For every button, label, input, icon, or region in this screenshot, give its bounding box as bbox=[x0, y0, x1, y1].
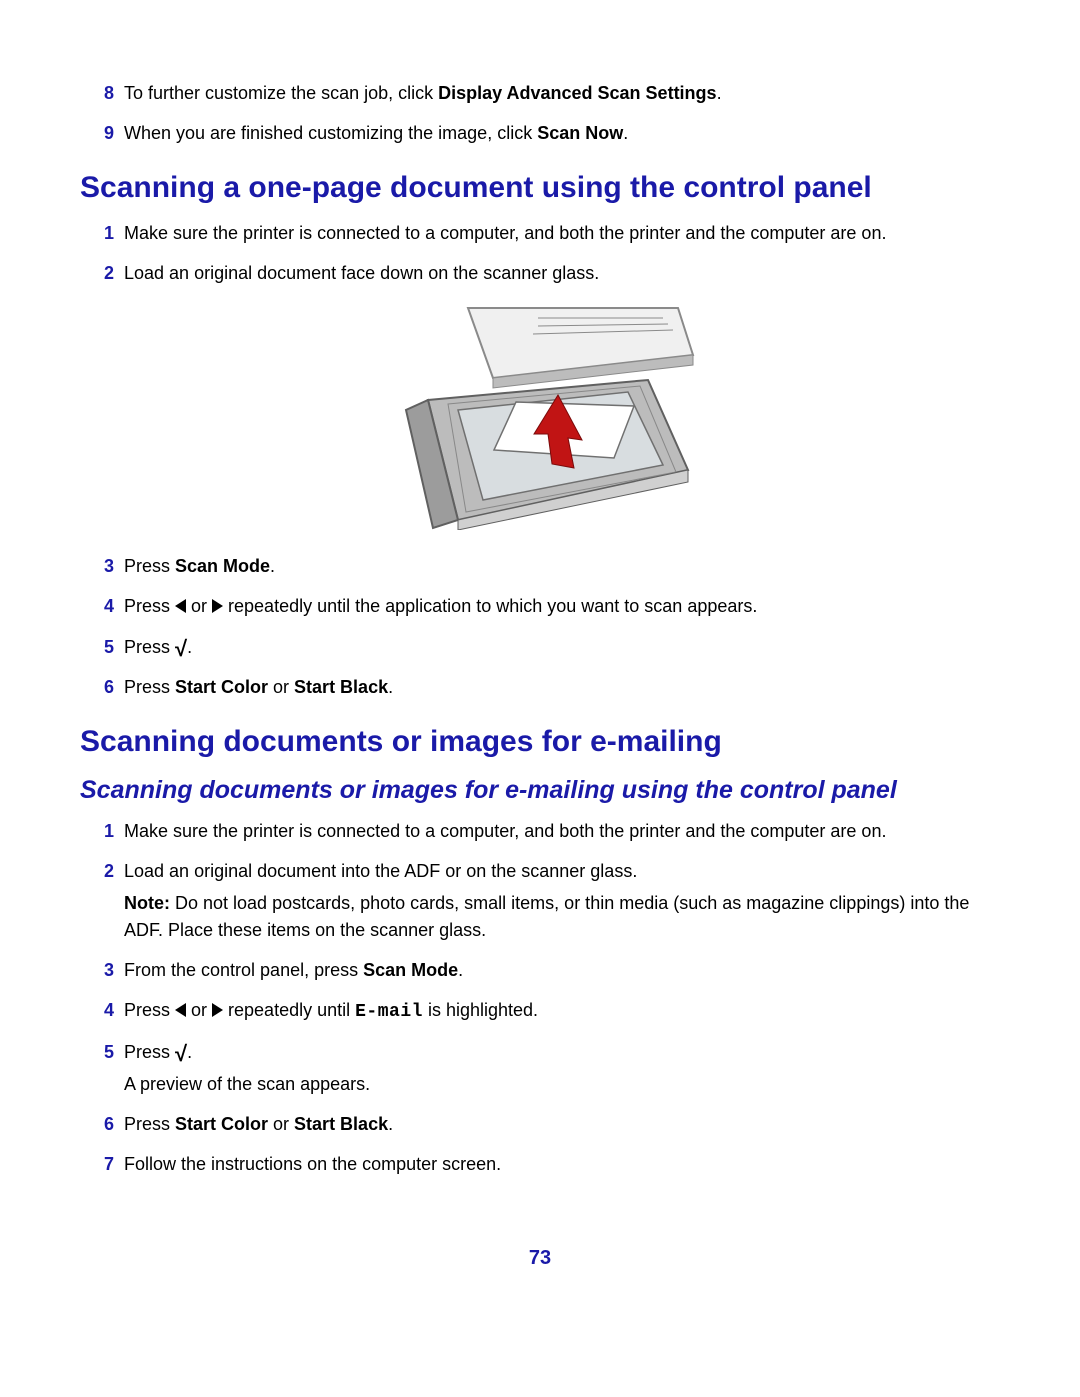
step-followup: A preview of the scan appears. bbox=[124, 1071, 1000, 1097]
right-arrow-icon bbox=[212, 599, 223, 613]
step-text: . bbox=[187, 637, 192, 657]
step-body: Make sure the printer is connected to a … bbox=[124, 818, 1000, 844]
step-number: 9 bbox=[96, 120, 124, 146]
step-row: 1 Make sure the printer is connected to … bbox=[96, 818, 1000, 844]
step-body: Press Scan Mode. bbox=[124, 553, 1000, 579]
bold-text: Start Black bbox=[294, 1114, 388, 1134]
step-row: 3 From the control panel, press Scan Mod… bbox=[96, 957, 1000, 983]
step-body: When you are finished customizing the im… bbox=[124, 120, 1000, 146]
step-text: repeatedly until bbox=[223, 1000, 355, 1020]
section-heading: Scanning documents or images for e-maili… bbox=[80, 724, 1000, 760]
left-arrow-icon bbox=[175, 599, 186, 613]
section1-steps: 1 Make sure the printer is connected to … bbox=[80, 220, 1000, 700]
step-text: . bbox=[388, 1114, 393, 1134]
section-subheading: Scanning documents or images for e-maili… bbox=[80, 774, 1000, 807]
section-heading: Scanning a one-page document using the c… bbox=[80, 170, 1000, 206]
step-body: Press or repeatedly until the applicatio… bbox=[124, 593, 1000, 619]
right-arrow-icon bbox=[212, 1003, 223, 1017]
step-text: Press bbox=[124, 637, 175, 657]
step-text: Press bbox=[124, 596, 175, 616]
step-text: Press bbox=[124, 1114, 175, 1134]
step-number: 6 bbox=[96, 1111, 124, 1137]
step-text: or bbox=[186, 596, 212, 616]
step-text: To further customize the scan job, click bbox=[124, 83, 438, 103]
step-row: 6 Press Start Color or Start Black. bbox=[96, 674, 1000, 700]
step-body: Press Start Color or Start Black. bbox=[124, 674, 1000, 700]
step-text: When you are finished customizing the im… bbox=[124, 123, 537, 143]
step-number: 2 bbox=[96, 858, 124, 942]
step-row: 8 To further customize the scan job, cli… bbox=[96, 80, 1000, 106]
step-text: . bbox=[270, 556, 275, 576]
note-paragraph: Note: Do not load postcards, photo cards… bbox=[124, 890, 1000, 942]
step-row: 2 Load an original document face down on… bbox=[96, 260, 1000, 286]
step-text: . bbox=[187, 1042, 192, 1062]
step-text: From the control panel, press bbox=[124, 960, 363, 980]
step-body: Press √. bbox=[124, 634, 1000, 660]
step-text: is highlighted. bbox=[423, 1000, 538, 1020]
step-text: Press bbox=[124, 1042, 175, 1062]
step-number: 7 bbox=[96, 1151, 124, 1177]
step-text: Load an original document into the ADF o… bbox=[124, 861, 637, 881]
step-row: 4 Press or repeatedly until E-mail is hi… bbox=[96, 997, 1000, 1025]
bold-text: Start Black bbox=[294, 677, 388, 697]
bold-text: Scan Now bbox=[537, 123, 623, 143]
step-body: Press or repeatedly until E-mail is high… bbox=[124, 997, 1000, 1025]
section2-steps: 1 Make sure the printer is connected to … bbox=[80, 818, 1000, 1177]
step-row: 5 Press √. bbox=[96, 634, 1000, 660]
step-number: 1 bbox=[96, 220, 124, 246]
step-number: 5 bbox=[96, 634, 124, 660]
step-number: 4 bbox=[96, 997, 124, 1025]
step-body: Press √. A preview of the scan appears. bbox=[124, 1039, 1000, 1097]
bold-text: Scan Mode bbox=[363, 960, 458, 980]
page-number: 73 bbox=[80, 1247, 1000, 1270]
step-body: Load an original document into the ADF o… bbox=[124, 858, 1000, 942]
bold-text: Display Advanced Scan Settings bbox=[438, 83, 716, 103]
document-page: 8 To further customize the scan job, cli… bbox=[0, 0, 1080, 1330]
step-row: 4 Press or repeatedly until the applicat… bbox=[96, 593, 1000, 619]
step-body: Follow the instructions on the computer … bbox=[124, 1151, 1000, 1177]
step-text: Press bbox=[124, 1000, 175, 1020]
step-text: . bbox=[458, 960, 463, 980]
step-text: . bbox=[388, 677, 393, 697]
step-number: 1 bbox=[96, 818, 124, 844]
step-row: 1 Make sure the printer is connected to … bbox=[96, 220, 1000, 246]
bold-text: Scan Mode bbox=[175, 556, 270, 576]
step-text: Press bbox=[124, 677, 175, 697]
step-row: 7 Follow the instructions on the compute… bbox=[96, 1151, 1000, 1177]
step-number: 6 bbox=[96, 674, 124, 700]
scanner-illustration bbox=[96, 300, 1000, 535]
step-number: 3 bbox=[96, 957, 124, 983]
step-number: 4 bbox=[96, 593, 124, 619]
step-text: or bbox=[268, 677, 294, 697]
step-row: 2 Load an original document into the ADF… bbox=[96, 858, 1000, 942]
step-number: 8 bbox=[96, 80, 124, 106]
step-number: 2 bbox=[96, 260, 124, 286]
step-body: Load an original document face down on t… bbox=[124, 260, 1000, 286]
mono-text: E-mail bbox=[355, 1002, 423, 1022]
step-body: To further customize the scan job, click… bbox=[124, 80, 1000, 106]
step-body: Press Start Color or Start Black. bbox=[124, 1111, 1000, 1137]
step-text: repeatedly until the application to whic… bbox=[223, 596, 757, 616]
step-row: 9 When you are finished customizing the … bbox=[96, 120, 1000, 146]
step-text: . bbox=[717, 83, 722, 103]
step-row: 5 Press √. A preview of the scan appears… bbox=[96, 1039, 1000, 1097]
step-body: Make sure the printer is connected to a … bbox=[124, 220, 1000, 246]
note-text: Do not load postcards, photo cards, smal… bbox=[124, 893, 969, 939]
step-row: 6 Press Start Color or Start Black. bbox=[96, 1111, 1000, 1137]
bold-text: Start Color bbox=[175, 677, 268, 697]
step-text: or bbox=[186, 1000, 212, 1020]
step-body: From the control panel, press Scan Mode. bbox=[124, 957, 1000, 983]
bold-text: Start Color bbox=[175, 1114, 268, 1134]
left-arrow-icon bbox=[175, 1003, 186, 1017]
step-row: 3 Press Scan Mode. bbox=[96, 553, 1000, 579]
scanner-svg bbox=[398, 300, 698, 530]
step-text: Press bbox=[124, 556, 175, 576]
note-label: Note: bbox=[124, 893, 170, 913]
step-text: or bbox=[268, 1114, 294, 1134]
step-number: 3 bbox=[96, 553, 124, 579]
step-text: . bbox=[623, 123, 628, 143]
intro-steps: 8 To further customize the scan job, cli… bbox=[80, 80, 1000, 146]
step-number: 5 bbox=[96, 1039, 124, 1097]
